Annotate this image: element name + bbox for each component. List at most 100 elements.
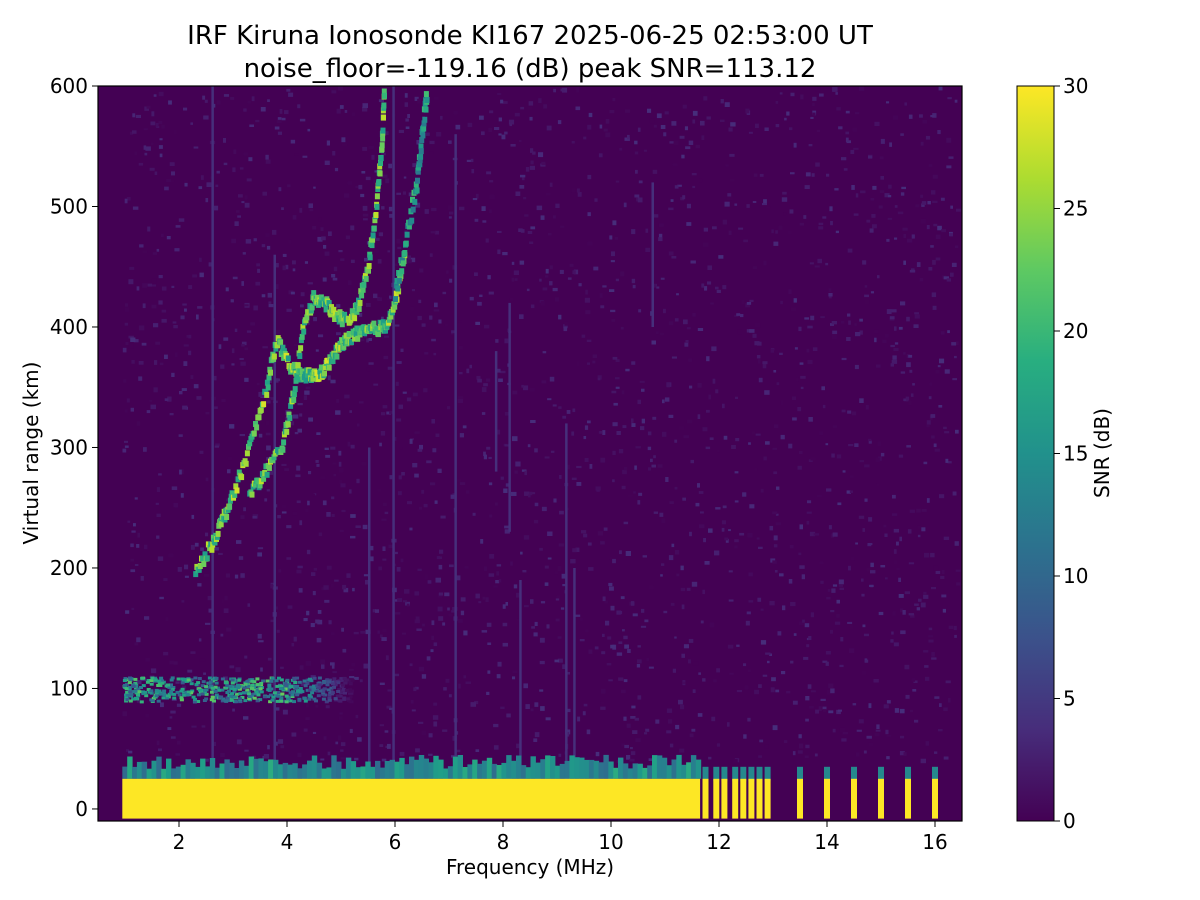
noise-pixel	[472, 512, 476, 516]
noise-pixel	[645, 228, 649, 233]
noise-pixel	[286, 525, 292, 529]
noise-pixel	[851, 411, 857, 416]
noise-pixel	[546, 125, 552, 131]
noise-pixel	[440, 515, 446, 519]
f-trace-echo	[244, 450, 250, 457]
noise-pixel	[566, 732, 570, 737]
noise-pixel	[852, 127, 857, 132]
noise-pixel	[709, 622, 715, 628]
e-layer-echo	[321, 691, 326, 695]
noise-pixel	[780, 300, 783, 305]
noise-pixel	[951, 342, 957, 346]
f-trace-echo	[373, 212, 379, 218]
noise-pixel	[383, 502, 387, 506]
noise-pixel	[911, 678, 915, 682]
noise-pixel	[267, 292, 272, 298]
noise-pixel	[539, 660, 545, 665]
noise-pixel	[488, 127, 493, 133]
noise-pixel	[853, 147, 859, 150]
e-layer-echo	[183, 677, 187, 681]
noise-pixel	[398, 475, 402, 480]
e-layer-echo	[312, 697, 317, 701]
noise-pixel	[815, 709, 819, 714]
e-layer-echo	[287, 682, 292, 686]
e-layer-echo	[157, 689, 162, 693]
noise-pixel	[651, 340, 656, 345]
f-trace-echo	[366, 267, 371, 274]
f-trace-echo	[264, 471, 270, 478]
noise-pixel	[861, 671, 867, 675]
noise-pixel	[766, 206, 771, 209]
f-trace-echo	[325, 357, 331, 364]
channel-echo	[764, 778, 771, 819]
noise-pixel	[541, 380, 547, 384]
noise-pixel	[930, 552, 935, 558]
noise-pixel	[407, 501, 412, 505]
noise-pixel	[277, 515, 281, 519]
noise-pixel	[130, 337, 136, 342]
noise-pixel	[745, 620, 750, 626]
noise-pixel	[716, 743, 721, 747]
clutter-fringe	[370, 766, 376, 779]
noise-pixel	[938, 405, 943, 408]
e-layer-echo	[285, 688, 290, 692]
f-trace-echo	[239, 474, 245, 481]
noise-pixel	[485, 597, 489, 602]
noise-pixel	[338, 461, 342, 467]
noise-pixel	[920, 194, 924, 198]
e-layer-echo	[191, 695, 196, 699]
noise-pixel	[373, 383, 379, 386]
noise-pixel	[878, 456, 882, 461]
noise-pixel	[903, 260, 906, 265]
x-tick-label: 4	[281, 830, 294, 854]
noise-pixel	[868, 438, 872, 442]
noise-pixel	[547, 398, 552, 401]
noise-pixel	[887, 217, 893, 220]
e-layer-echo	[298, 687, 303, 690]
noise-pixel	[692, 185, 696, 189]
noise-pixel	[762, 361, 768, 365]
e-layer-echo	[268, 693, 273, 697]
noise-pixel	[810, 690, 816, 693]
noise-pixel	[327, 751, 331, 756]
e-layer-echo	[272, 691, 277, 695]
noise-pixel	[781, 197, 788, 202]
noise-pixel	[393, 263, 398, 266]
f-trace-echo	[292, 386, 298, 393]
noise-pixel	[647, 431, 652, 436]
noise-pixel	[899, 536, 902, 542]
noise-pixel	[350, 514, 356, 518]
clutter-fringe	[331, 755, 337, 779]
noise-pixel	[180, 493, 184, 498]
noise-pixel	[477, 301, 482, 306]
noise-pixel	[859, 330, 863, 335]
noise-pixel	[743, 734, 747, 739]
noise-pixel	[788, 443, 793, 449]
noise-pixel	[869, 228, 874, 233]
noise-pixel	[128, 750, 133, 754]
noise-pixel	[631, 423, 636, 427]
f-trace-echo	[353, 330, 359, 337]
noise-pixel	[674, 636, 677, 639]
f-trace-echo	[287, 415, 293, 421]
noise-pixel	[807, 684, 812, 689]
f-trace-echo	[423, 91, 429, 98]
f-trace-echo	[291, 396, 297, 403]
noise-pixel	[336, 304, 341, 308]
noise-pixel	[435, 577, 441, 583]
noise-pixel	[576, 482, 582, 486]
f-trace-echo	[251, 430, 257, 437]
noise-pixel	[153, 94, 157, 97]
noise-pixel	[405, 126, 410, 129]
noise-pixel	[464, 566, 469, 569]
noise-pixel	[948, 156, 954, 159]
noise-pixel	[668, 207, 674, 211]
noise-pixel	[205, 477, 209, 482]
f-trace-echo	[197, 563, 203, 569]
noise-pixel	[735, 438, 740, 442]
noise-pixel	[192, 274, 198, 278]
noise-pixel	[587, 420, 591, 424]
f-trace-echo	[209, 546, 215, 553]
noise-pixel	[235, 210, 240, 213]
noise-pixel	[682, 104, 687, 109]
